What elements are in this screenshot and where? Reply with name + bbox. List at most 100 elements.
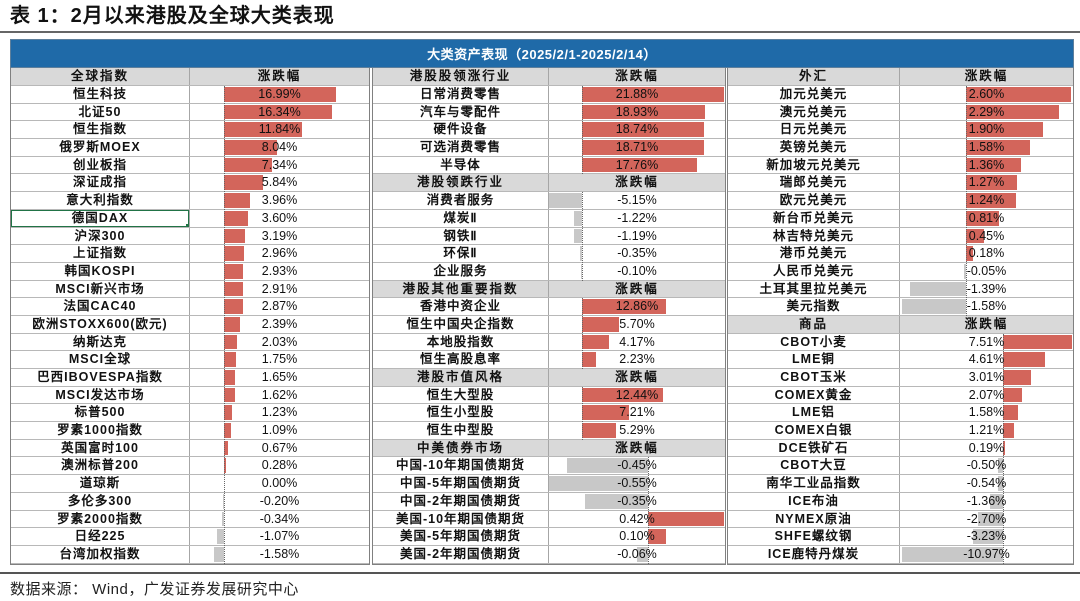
- change-cell[interactable]: -0.10%: [549, 263, 725, 280]
- change-cell[interactable]: 2.93%: [190, 263, 369, 280]
- asset-name-cell[interactable]: 本地股指数: [373, 333, 549, 351]
- change-cell[interactable]: 0.81%: [900, 210, 1073, 227]
- asset-name-cell[interactable]: 恒生科技: [11, 86, 190, 103]
- asset-name-cell[interactable]: 恒生指数: [11, 121, 190, 139]
- asset-name-cell[interactable]: CBOT玉米: [728, 369, 900, 386]
- change-cell[interactable]: 2.29%: [900, 104, 1073, 121]
- change-cell[interactable]: 12.86%: [549, 298, 725, 315]
- change-cell[interactable]: -0.05%: [900, 263, 1073, 280]
- change-cell[interactable]: 1.75%: [190, 351, 369, 368]
- asset-name-cell[interactable]: 纳斯达克: [11, 333, 190, 351]
- asset-name-cell[interactable]: 北证50: [11, 103, 190, 121]
- asset-name-cell[interactable]: 港币兑美元: [728, 245, 900, 262]
- asset-name-cell[interactable]: 台湾加权指数: [11, 545, 190, 563]
- asset-name-cell[interactable]: 消费者服务: [373, 192, 549, 209]
- change-cell[interactable]: 7.51%: [900, 334, 1073, 351]
- change-cell[interactable]: 1.90%: [900, 121, 1073, 138]
- change-cell[interactable]: 3.60%: [190, 210, 369, 227]
- asset-name-cell[interactable]: CBOT小麦: [728, 333, 900, 351]
- asset-name-cell[interactable]: 澳洲标普200: [11, 457, 190, 475]
- asset-name-cell[interactable]: 美国-5年期国债期货: [373, 528, 549, 545]
- change-cell[interactable]: 16.99%: [190, 86, 369, 103]
- asset-name-cell[interactable]: 中国-10年期国债期货: [373, 457, 549, 475]
- asset-name-cell[interactable]: 恒生大型股: [373, 386, 549, 404]
- change-cell[interactable]: 5.84%: [190, 174, 369, 191]
- change-cell[interactable]: 1.27%: [900, 174, 1073, 191]
- asset-name-cell[interactable]: 煤炭Ⅱ: [373, 209, 549, 227]
- asset-name-cell[interactable]: 英国富时100: [11, 439, 190, 457]
- change-cell[interactable]: 2.03%: [190, 334, 369, 351]
- asset-name-cell[interactable]: 恒生小型股: [373, 404, 549, 422]
- change-cell[interactable]: 0.42%: [549, 511, 725, 528]
- change-cell[interactable]: 0.19%: [900, 440, 1073, 457]
- asset-name-cell[interactable]: NYMEX原油: [728, 510, 900, 528]
- asset-name-cell[interactable]: 法国CAC40: [11, 298, 190, 315]
- change-cell[interactable]: 1.23%: [190, 404, 369, 421]
- change-cell[interactable]: -0.06%: [549, 546, 725, 563]
- change-cell[interactable]: 21.88%: [549, 86, 725, 103]
- asset-name-cell[interactable]: 新台币兑美元: [728, 209, 900, 227]
- asset-name-cell[interactable]: 中国-5年期国债期货: [373, 475, 549, 492]
- asset-name-cell[interactable]: 中国-2年期国债期货: [373, 492, 549, 510]
- change-cell[interactable]: 5.70%: [549, 316, 725, 333]
- asset-name-cell[interactable]: 美国-2年期国债期货: [373, 545, 549, 563]
- change-cell[interactable]: -1.22%: [549, 210, 725, 227]
- change-cell[interactable]: 0.28%: [190, 457, 369, 474]
- change-cell[interactable]: -0.35%: [549, 493, 725, 510]
- change-cell[interactable]: 1.58%: [900, 139, 1073, 156]
- change-cell[interactable]: 3.01%: [900, 369, 1073, 386]
- asset-name-cell[interactable]: DCE铁矿石: [728, 439, 900, 457]
- change-cell[interactable]: 5.29%: [549, 422, 725, 439]
- change-cell[interactable]: 0.18%: [900, 245, 1073, 262]
- change-cell[interactable]: 0.45%: [900, 228, 1073, 245]
- asset-name-cell[interactable]: 俄罗斯MOEX: [11, 139, 190, 156]
- asset-name-cell[interactable]: 日经225: [11, 528, 190, 545]
- change-cell[interactable]: 7.34%: [190, 157, 369, 174]
- change-cell[interactable]: 2.60%: [900, 86, 1073, 103]
- asset-name-cell[interactable]: 土耳其里拉兑美元: [728, 280, 900, 298]
- asset-name-cell[interactable]: 香港中资企业: [373, 298, 549, 315]
- change-cell[interactable]: -0.54%: [900, 475, 1073, 492]
- change-cell[interactable]: 2.07%: [900, 387, 1073, 404]
- change-cell[interactable]: -1.36%: [900, 493, 1073, 510]
- asset-name-cell[interactable]: 环保Ⅱ: [373, 245, 549, 262]
- change-cell[interactable]: -1.07%: [190, 528, 369, 545]
- change-cell[interactable]: 2.96%: [190, 245, 369, 262]
- change-cell[interactable]: -0.55%: [549, 475, 725, 492]
- asset-name-cell[interactable]: 罗素2000指数: [11, 510, 190, 528]
- change-cell[interactable]: 4.17%: [549, 334, 725, 351]
- asset-name-cell[interactable]: COMEX黄金: [728, 386, 900, 404]
- change-cell[interactable]: 2.91%: [190, 281, 369, 298]
- asset-name-cell[interactable]: 美国-10年期国债期货: [373, 510, 549, 528]
- asset-name-cell[interactable]: MSCI发达市场: [11, 386, 190, 404]
- asset-name-cell[interactable]: SHFE螺纹钢: [728, 528, 900, 545]
- asset-name-cell[interactable]: 企业服务: [373, 262, 549, 280]
- asset-name-cell[interactable]: 可选消费零售: [373, 139, 549, 156]
- asset-name-cell[interactable]: 欧洲STOXX600(欧元): [11, 315, 190, 333]
- change-cell[interactable]: 1.09%: [190, 422, 369, 439]
- asset-name-cell[interactable]: 欧元兑美元: [728, 192, 900, 209]
- change-cell[interactable]: -3.23%: [900, 528, 1073, 545]
- asset-name-cell[interactable]: 汽车与零配件: [373, 103, 549, 121]
- change-cell[interactable]: -10.97%: [900, 546, 1073, 563]
- change-cell[interactable]: 1.21%: [900, 422, 1073, 439]
- asset-name-cell[interactable]: ICE鹿特丹煤炭: [728, 545, 900, 563]
- asset-name-cell[interactable]: 意大利指数: [11, 192, 190, 209]
- change-cell[interactable]: 8.04%: [190, 139, 369, 156]
- asset-name-cell[interactable]: 新加坡元兑美元: [728, 156, 900, 174]
- change-cell[interactable]: 12.44%: [549, 387, 725, 404]
- asset-name-cell[interactable]: 南华工业品指数: [728, 475, 900, 492]
- change-cell[interactable]: 2.23%: [549, 351, 725, 368]
- change-cell[interactable]: -0.50%: [900, 457, 1073, 474]
- asset-name-cell[interactable]: 韩国KOSPI: [11, 262, 190, 280]
- change-cell[interactable]: -0.20%: [190, 493, 369, 510]
- asset-name-cell[interactable]: 加元兑美元: [728, 86, 900, 103]
- asset-name-cell[interactable]: 罗素1000指数: [11, 422, 190, 439]
- asset-name-cell[interactable]: MSCI新兴市场: [11, 280, 190, 298]
- asset-name-cell[interactable]: 林吉特兑美元: [728, 227, 900, 245]
- asset-name-cell[interactable]: 澳元兑美元: [728, 103, 900, 121]
- change-cell[interactable]: 18.74%: [549, 121, 725, 138]
- asset-name-cell[interactable]: 日常消费零售: [373, 86, 549, 103]
- change-cell[interactable]: -0.34%: [190, 511, 369, 528]
- asset-name-cell[interactable]: 英镑兑美元: [728, 139, 900, 156]
